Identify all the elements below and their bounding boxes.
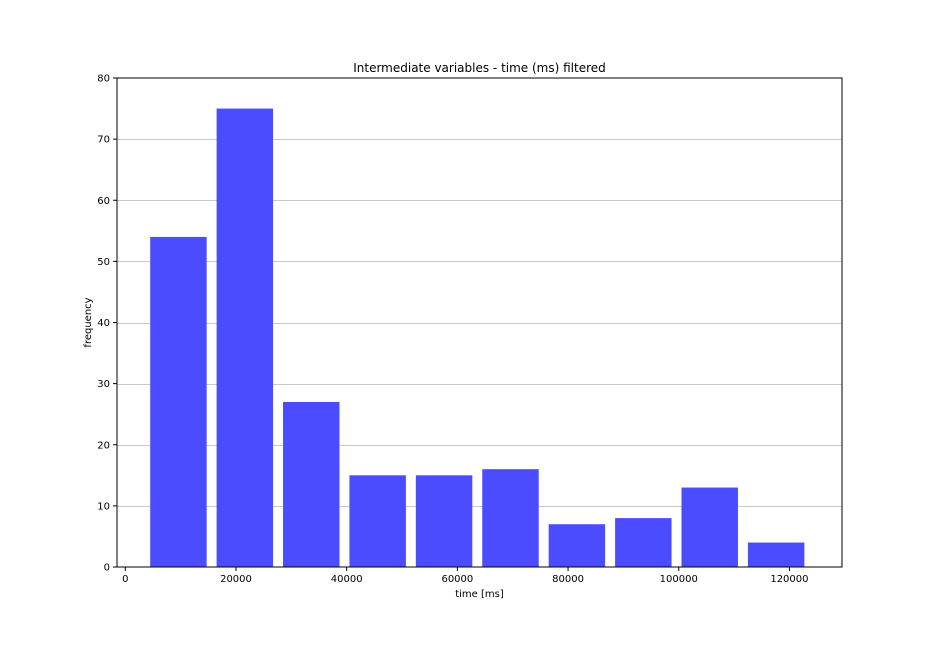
histogram-bar: [747, 542, 805, 567]
y-tick-label: 60: [97, 196, 110, 207]
x-axis-label: time [ms]: [455, 589, 504, 600]
y-tick-label: 70: [97, 135, 110, 146]
y-tick-label: 40: [97, 318, 110, 329]
histogram-bar: [415, 475, 473, 567]
histogram-bar: [615, 518, 672, 567]
y-tick-label: 20: [97, 440, 110, 451]
y-axis-ticks: 0 10 20 30 40 50 60 70 80: [97, 74, 117, 574]
x-tick-label: 0: [122, 574, 128, 585]
x-tick-label: 100000: [660, 574, 698, 585]
bars: [150, 108, 805, 568]
histogram-bar: [283, 401, 340, 567]
x-tick-label: 80000: [552, 574, 584, 585]
y-tick-label: 80: [97, 74, 110, 85]
x-axis-ticks: 0 20000 40000 60000 80000 100000 120000: [122, 567, 809, 585]
y-axis-label: frequency: [83, 297, 94, 347]
histogram-bar: [548, 524, 606, 567]
x-tick-label: 20000: [220, 574, 252, 585]
y-tick-label: 30: [97, 379, 110, 390]
histogram-bar: [349, 475, 406, 567]
x-tick-label: 40000: [331, 574, 363, 585]
chart-title: Intermediate variables - time (ms) filte…: [353, 61, 606, 75]
histogram-bar: [482, 469, 539, 567]
x-tick-label: 60000: [441, 574, 473, 585]
y-tick-label: 50: [97, 257, 110, 268]
histogram-bar: [150, 236, 207, 568]
y-tick-label: 0: [104, 563, 110, 574]
x-tick-label: 120000: [770, 574, 808, 585]
histogram-bar: [216, 108, 274, 567]
y-tick-label: 10: [97, 501, 110, 512]
histogram-bar: [681, 487, 738, 567]
